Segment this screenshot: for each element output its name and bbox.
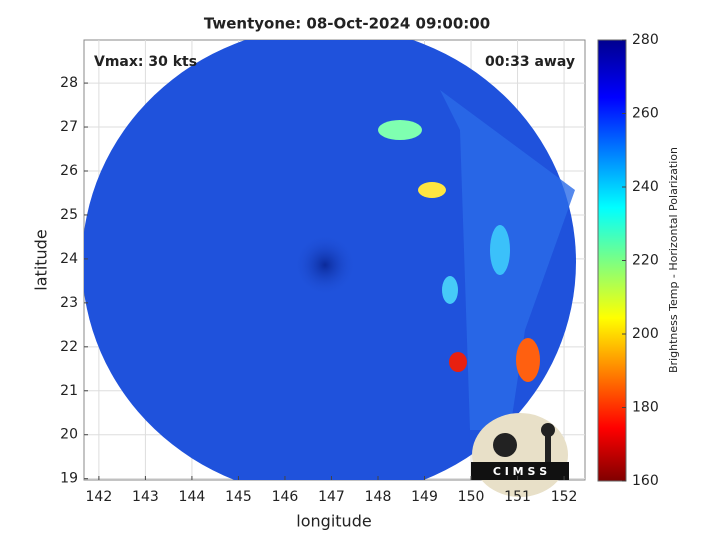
x-tick-label: 143 <box>132 489 159 505</box>
colorbar-label: Brightness Temp - Horizontal Polarizatio… <box>667 147 680 373</box>
y-tick-label: 23 <box>60 295 78 311</box>
y-tick-label: 26 <box>60 163 78 179</box>
colorbar-tick-label: 200 <box>632 326 659 342</box>
swath <box>84 40 576 480</box>
eye <box>295 235 355 295</box>
convection <box>516 338 540 382</box>
x-tick-label: 148 <box>365 489 392 505</box>
logo: C I M S S <box>471 413 569 497</box>
convection <box>378 120 422 140</box>
y-tick-label: 22 <box>60 339 78 355</box>
y-tick-label: 25 <box>60 207 78 223</box>
y-tick-label: 27 <box>60 119 78 135</box>
x-axis-label: longitude <box>296 512 371 531</box>
convection <box>418 182 446 198</box>
x-tick-label: 152 <box>551 489 578 505</box>
convection <box>442 276 458 304</box>
x-tick-label: 146 <box>272 489 299 505</box>
colorbar-tick-label: 160 <box>632 473 659 489</box>
x-tick-label: 144 <box>179 489 206 505</box>
x-tick-label: 151 <box>504 489 531 505</box>
y-tick-label: 19 <box>60 471 78 487</box>
colorbar-tick-label: 180 <box>632 400 659 416</box>
y-tick-label: 20 <box>60 427 78 443</box>
x-tick-label: 142 <box>86 489 113 505</box>
x-tick-label: 150 <box>458 489 485 505</box>
y-tick-label: 28 <box>60 75 78 91</box>
x-tick-label: 145 <box>225 489 252 505</box>
convection <box>449 352 467 372</box>
x-tick-label: 147 <box>318 489 345 505</box>
colorbar-tick-label: 280 <box>632 32 659 48</box>
convection <box>490 225 510 275</box>
colorbar-tick-label: 260 <box>632 106 659 122</box>
colorbar <box>597 39 627 482</box>
annotation: 00:33 away <box>485 54 575 70</box>
colorbar-tick-label: 220 <box>632 253 659 269</box>
y-tick-label: 24 <box>60 251 78 267</box>
logo-text: C I M S S <box>493 465 547 478</box>
annotation: Vmax: 30 kts <box>94 54 197 70</box>
y-axis-label: latitude <box>32 229 51 290</box>
colorbar-tick-label: 240 <box>632 179 659 195</box>
x-tick-label: 149 <box>411 489 438 505</box>
y-tick-label: 21 <box>60 383 78 399</box>
chart-title: Twentyone: 08-Oct-2024 09:00:00 <box>204 15 490 33</box>
